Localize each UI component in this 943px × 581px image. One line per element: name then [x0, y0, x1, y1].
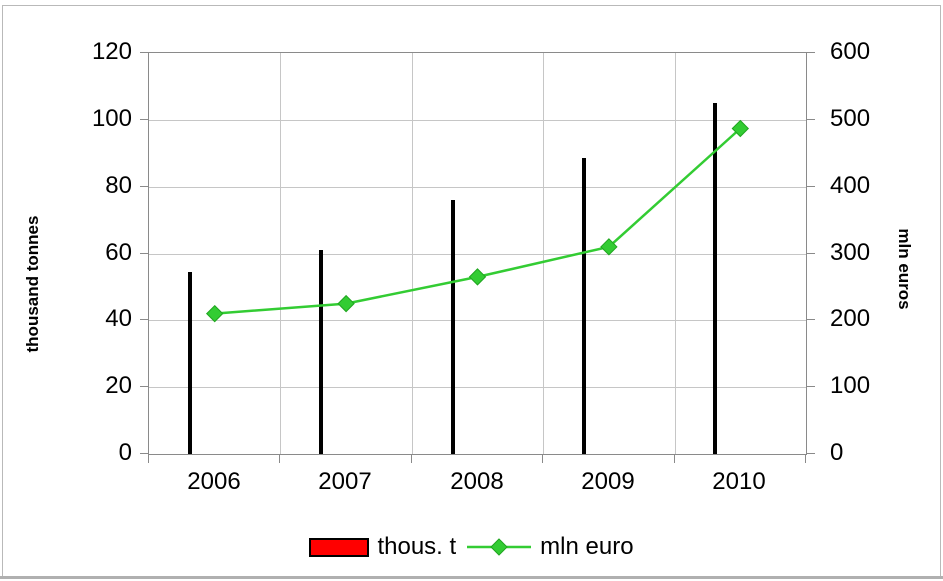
legend-label-line: mln euro	[540, 533, 634, 560]
axis-tick	[807, 319, 815, 320]
right-axis-title: mln euros	[895, 228, 914, 310]
axis-tick	[805, 455, 806, 463]
legend-label-bars: thous. t	[377, 533, 457, 560]
legend-item-bars: thous. t	[309, 534, 456, 560]
y2-axis-tick-label: 100	[830, 372, 871, 399]
axis-tick	[140, 453, 148, 454]
x-axis-tick-label: 2010	[712, 468, 766, 495]
line-diamond-swatch-icon	[467, 538, 532, 556]
plot-area	[148, 52, 807, 455]
h-gridline	[149, 119, 806, 121]
bar	[319, 250, 323, 454]
y-axis-tick-label: 20	[105, 372, 132, 399]
y2-axis-tick-label: 300	[830, 239, 871, 266]
axis-tick	[140, 119, 148, 120]
y2-axis-tick-label: 400	[830, 172, 871, 199]
bar	[188, 272, 192, 454]
h-gridline	[149, 320, 806, 322]
left-axis-title: thousand tonnes	[23, 215, 42, 353]
line-marker	[731, 119, 750, 138]
y-axis-tick-label: 40	[105, 305, 132, 332]
axis-tick	[140, 386, 148, 387]
axis-tick	[807, 453, 815, 454]
x-axis-tick-label: 2009	[581, 468, 635, 495]
axis-tick	[140, 52, 148, 53]
x-axis-tick-label: 2007	[318, 468, 372, 495]
axis-tick	[542, 455, 543, 463]
y2-axis-tick-label: 600	[830, 38, 871, 65]
axis-tick	[148, 455, 149, 463]
line-marker	[205, 304, 224, 323]
axis-tick	[807, 253, 815, 254]
line-marker	[468, 268, 487, 286]
legend: thous. t mln euro	[0, 534, 943, 560]
x-axis-tick-label: 2006	[187, 468, 241, 495]
y-axis-tick-label: 60	[105, 239, 132, 266]
bar	[582, 158, 586, 454]
axis-tick	[807, 186, 815, 187]
bar	[713, 103, 717, 454]
axis-tick	[140, 319, 148, 320]
v-gridline	[412, 53, 413, 454]
y-axis-tick-label: 100	[91, 105, 132, 132]
axis-tick	[807, 386, 815, 387]
line-marker	[600, 238, 618, 256]
bottom-divider	[0, 576, 943, 579]
bar	[451, 200, 455, 454]
axis-tick	[140, 253, 148, 254]
v-gridline	[675, 53, 676, 454]
y2-axis-tick-label: 200	[830, 305, 871, 332]
h-gridline	[149, 253, 806, 255]
bar-swatch-icon	[309, 537, 370, 557]
legend-item-line: mln euro	[466, 533, 634, 560]
h-gridline	[149, 387, 806, 389]
axis-tick	[807, 52, 815, 53]
line-series	[205, 119, 750, 323]
axis-tick	[140, 186, 148, 187]
y2-axis-tick-label: 500	[830, 105, 871, 132]
y-axis-tick-label: 80	[105, 172, 132, 199]
line-marker	[337, 294, 355, 313]
x-axis-tick-label: 2008	[450, 468, 504, 495]
y-axis-tick-label: 0	[118, 439, 132, 466]
axis-tick	[807, 119, 815, 120]
axis-tick	[279, 455, 280, 463]
v-gridline	[543, 53, 544, 454]
axis-tick	[674, 455, 675, 463]
axis-tick	[411, 455, 412, 463]
h-gridline	[149, 186, 806, 188]
v-gridline	[280, 53, 281, 454]
y-axis-tick-label: 120	[91, 38, 132, 65]
y2-axis-tick-label: 0	[830, 439, 844, 466]
